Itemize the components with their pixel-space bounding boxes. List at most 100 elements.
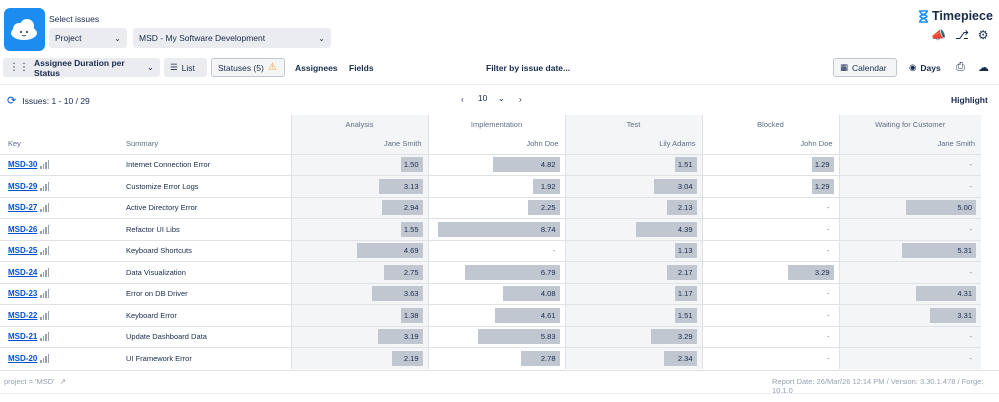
days-button[interactable]: ◉ Days <box>903 58 947 77</box>
issue-key-link[interactable]: MSD-23 <box>8 289 38 299</box>
issue-key-link[interactable]: MSD-21 <box>8 332 38 342</box>
table-row: MSD-26 Refactor UI Libs 1.55 8.74 4.39 - - <box>0 218 981 240</box>
export-button[interactable]: ⎙ <box>950 58 971 77</box>
issue-key-link[interactable]: MSD-27 <box>8 203 38 213</box>
issue-key-link[interactable]: MSD-25 <box>8 246 38 256</box>
bar-chart-icon[interactable] <box>40 160 50 170</box>
duration-bar: 3.13 <box>378 178 423 194</box>
assignee-header: Jane Smith <box>838 134 981 154</box>
calendar-icon: ▦ <box>840 62 849 72</box>
external-link-icon[interactable]: ↗ <box>59 377 66 386</box>
duration-cell: 3.29 <box>564 325 702 348</box>
issue-count: ⟳ Issues: 1 - 10 / 29 <box>7 94 90 107</box>
bar-chart-icon[interactable] <box>40 246 50 256</box>
brand-name: Timepiece <box>932 9 993 23</box>
summary-cell: Data Visualization <box>126 261 291 283</box>
duration-bar: - <box>969 160 973 170</box>
issue-key-link[interactable]: MSD-30 <box>8 160 38 170</box>
summary-cell: Internet Connection Error <box>126 153 291 176</box>
bar-chart-icon[interactable] <box>40 203 50 213</box>
report-type-dropdown[interactable]: ⋮⋮ Assignee Duration per Status ⌄ <box>3 57 160 78</box>
bar-chart-icon[interactable] <box>40 224 50 234</box>
duration-cell: - <box>701 239 839 262</box>
page-size-select[interactable]: 10 ⌄ <box>478 93 505 104</box>
gear-icon[interactable]: ⚙ <box>977 28 989 42</box>
duration-bar: - <box>969 224 973 234</box>
key-cell: MSD-22 <box>0 304 126 326</box>
duration-cell: - <box>701 304 839 326</box>
duration-cell: 1.13 <box>564 239 702 262</box>
next-page-icon[interactable]: › <box>518 93 522 104</box>
key-column-header[interactable]: Key <box>8 139 21 149</box>
table-row: MSD-27 Active Directory Error 2.94 2.25 2.13… <box>0 196 981 219</box>
summary-cell: Active Directory Error <box>126 196 291 219</box>
status-header: Test <box>564 115 702 134</box>
bar-chart-icon[interactable] <box>40 289 50 299</box>
issue-count-label: Issues: 1 - 10 / 29 <box>22 95 90 106</box>
cloud-icon <box>11 19 37 40</box>
summary-column-header[interactable]: Summary <box>126 139 159 149</box>
megaphone-icon[interactable]: 📣 <box>931 28 946 42</box>
assignees-button[interactable]: Assignees <box>289 58 344 77</box>
issue-key-link[interactable]: MSD-29 <box>8 181 38 191</box>
duration-cell: 1.51 <box>564 304 702 326</box>
duration-bar: - <box>827 224 830 234</box>
filter-date-button[interactable]: Filter by issue date... <box>480 58 576 77</box>
bar-chart-icon[interactable] <box>40 181 50 191</box>
scope-dropdown[interactable]: Project ⌄ <box>49 28 127 48</box>
duration-cell: - <box>427 239 565 262</box>
report-type-label: Assignee Duration per Status <box>34 57 125 78</box>
highlight-toggle[interactable]: Highlight <box>951 95 988 105</box>
calendar-button[interactable]: ▦ Calendar <box>833 58 897 77</box>
toolbar-divider <box>0 84 999 85</box>
summary-cell: Keyboard Error <box>126 304 291 326</box>
list-button[interactable]: ☰ List <box>164 58 207 77</box>
statuses-button[interactable]: Statuses (5) ⚠ <box>211 58 285 77</box>
duration-bar: 2.19 <box>391 351 423 366</box>
key-cell: MSD-26 <box>0 218 126 240</box>
duration-cell: 2.94 <box>290 196 428 219</box>
duration-cell: 3.19 <box>290 325 428 348</box>
issue-key-link[interactable]: MSD-24 <box>8 267 38 277</box>
duration-bar: 1.50 <box>400 157 423 173</box>
duration-bar: 4.39 <box>635 221 697 237</box>
footer-divider <box>0 370 999 371</box>
duration-cell: - <box>838 175 981 197</box>
issue-key-link[interactable]: MSD-22 <box>8 310 38 320</box>
cloud-download-button[interactable]: ☁ <box>972 58 995 77</box>
grid-icon: ⋮⋮ <box>9 62 29 73</box>
duration-cell: - <box>838 325 981 348</box>
table-row: MSD-25 Keyboard Shortcuts 4.69 - 1.13 - 5.31 <box>0 239 981 262</box>
assignee-header: Jane Smith <box>290 134 428 154</box>
table-row: MSD-20 UI Framework Error 2.19 2.78 2.34 - - <box>0 347 981 369</box>
fields-button[interactable]: Fields <box>343 58 380 77</box>
duration-bar: 2.17 <box>666 264 697 280</box>
bar-chart-icon[interactable] <box>40 310 50 320</box>
share-icon[interactable]: ⎇ <box>954 28 969 42</box>
duration-bar: - <box>827 310 830 320</box>
issue-key-link[interactable]: MSD-20 <box>8 354 38 363</box>
duration-bar: 4.82 <box>492 157 560 173</box>
project-dropdown[interactable]: MSD - My Software Development ⌄ <box>133 28 331 48</box>
duration-cell: 3.13 <box>290 175 428 197</box>
key-cell: MSD-23 <box>0 282 126 305</box>
duration-table: Analysis Implementation Test Blocked Waiting… <box>0 115 981 369</box>
table-row: MSD-22 Keyboard Error 1.38 4.61 1.51 - 3.31 <box>0 304 981 326</box>
duration-cell: 1.17 <box>564 282 702 305</box>
duration-cell: 6.79 <box>427 261 565 283</box>
duration-bar: - <box>827 246 830 256</box>
refresh-icon[interactable]: ⟳ <box>7 95 17 107</box>
bar-chart-icon[interactable] <box>40 267 50 277</box>
bar-chart-icon[interactable] <box>40 354 50 363</box>
app-logo <box>4 8 45 51</box>
duration-bar: - <box>827 354 830 363</box>
key-cell: MSD-20 <box>0 347 126 369</box>
header-actions: 📣 ⎇ ⚙ <box>931 28 989 42</box>
table-row: MSD-23 Error on DB Driver 3.63 4.08 1.17 - 4.3… <box>0 282 981 305</box>
duration-cell: 4.69 <box>290 239 428 262</box>
issue-key-link[interactable]: MSD-26 <box>8 224 38 234</box>
prev-page-icon[interactable]: ‹ <box>461 93 464 104</box>
duration-cell: - <box>701 282 839 305</box>
bar-chart-icon[interactable] <box>40 332 50 342</box>
select-issues-label: Select issues <box>49 14 100 24</box>
